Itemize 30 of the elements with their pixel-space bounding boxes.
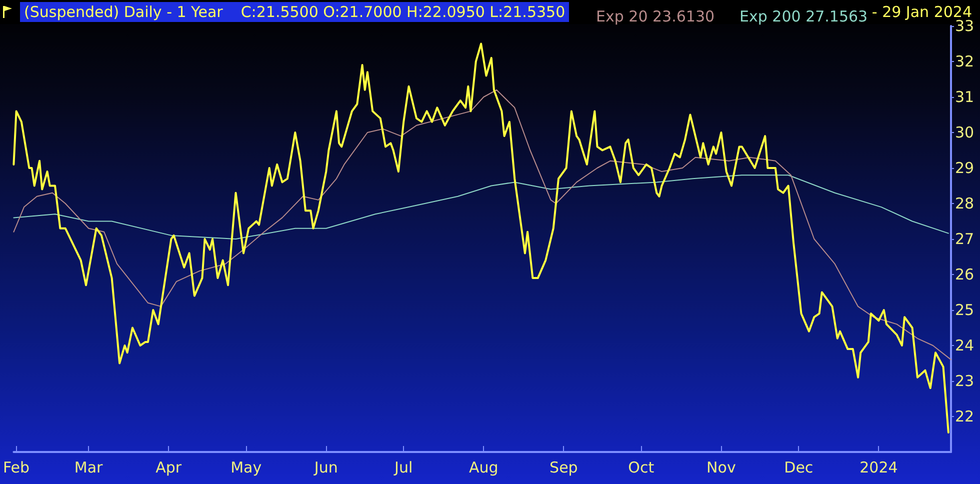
text: Exp 200 27.1563 [740, 8, 868, 26]
text: C:21.5500 O:21.7000 H:22.0950 L:21.5350 [240, 3, 566, 21]
x-tick-label: May [230, 458, 262, 476]
x-tick-label: Nov [706, 458, 736, 476]
y-tick-label: 24 [955, 336, 974, 354]
y-tick-label: 23 [955, 372, 974, 390]
x-tick-label: Aug [468, 458, 498, 476]
y-tick-label: 31 [955, 88, 974, 106]
x-tick-label: Jun [313, 458, 338, 476]
x-tick-label: Apr [156, 458, 182, 476]
text: Exp 20 23.6130 [596, 8, 715, 26]
y-tick-label: 28 [955, 194, 974, 212]
x-tick-label: Sep [550, 458, 578, 476]
y-tick-label: 30 [955, 124, 974, 142]
x-tick-label: Oct [628, 458, 654, 476]
y-tick-label: 26 [955, 266, 974, 284]
x-tick-label: Feb [3, 458, 30, 476]
chart-title: (Suspended) Daily - 1 Year [24, 3, 223, 21]
line-series [12, 42, 950, 434]
line-series [13, 89, 952, 360]
y-tick-label: 29 [955, 159, 974, 177]
x-tick-label: Dec [784, 458, 814, 476]
y-tick-label: 32 [955, 52, 974, 70]
y-tick-label: 25 [955, 301, 974, 319]
x-tick-label: 2024 [860, 458, 898, 476]
x-tick-label: Jul [394, 458, 413, 476]
line-series [13, 174, 949, 240]
x-tick-label: Mar [74, 458, 104, 476]
y-tick-label: 22 [955, 408, 974, 426]
y-tick-label: 27 [955, 230, 974, 248]
